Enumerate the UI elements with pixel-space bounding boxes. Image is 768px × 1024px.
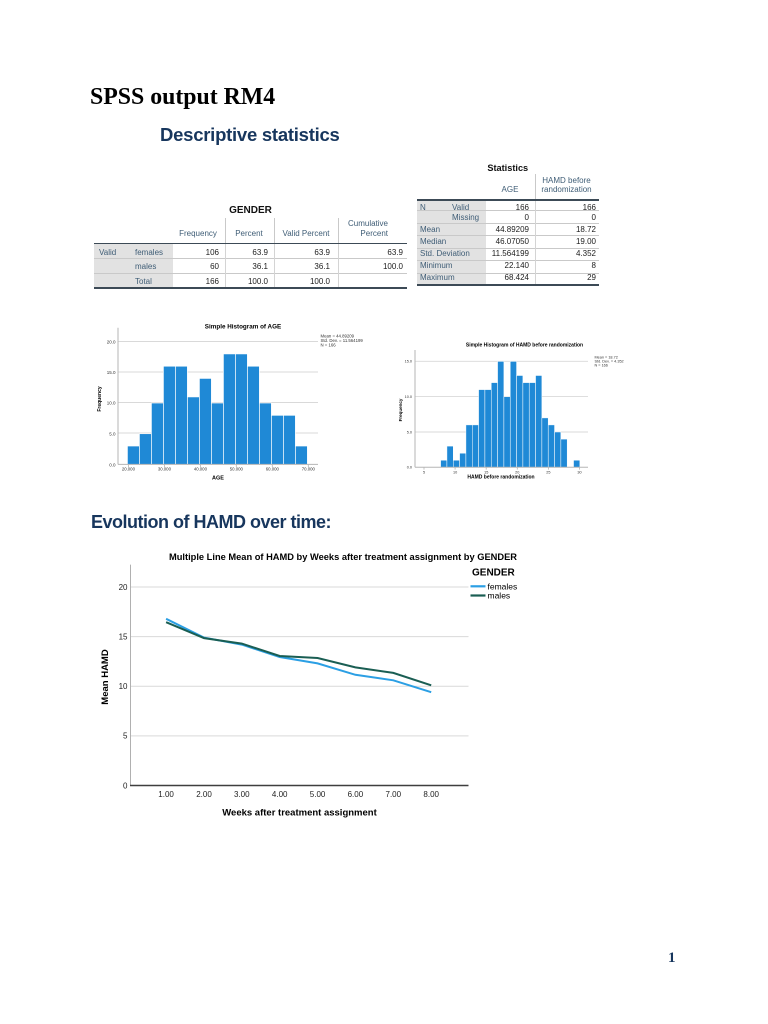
svg-text:Std. Dev. = 11.564199: Std. Dev. = 11.564199 xyxy=(321,338,364,343)
svg-text:2.00: 2.00 xyxy=(196,790,212,799)
svg-text:40.000: 40.000 xyxy=(194,467,208,472)
svg-text:60.000: 60.000 xyxy=(266,467,280,472)
svg-text:20: 20 xyxy=(515,470,519,474)
svg-text:Simple Histogram of HAMD befor: Simple Histogram of HAMD before randomiz… xyxy=(466,343,583,349)
svg-text:Mean = 18.72: Mean = 18.72 xyxy=(595,356,618,360)
svg-text:4.00: 4.00 xyxy=(272,790,288,799)
svg-text:HAMD before randomization: HAMD before randomization xyxy=(467,475,534,481)
svg-text:1.00: 1.00 xyxy=(158,790,174,799)
svg-text:15.0: 15.0 xyxy=(405,360,412,364)
svg-text:Frequency: Frequency xyxy=(97,386,103,412)
svg-text:10: 10 xyxy=(453,470,457,474)
svg-text:7.00: 7.00 xyxy=(386,790,402,799)
svg-text:Simple Histogram of AGE: Simple Histogram of AGE xyxy=(205,324,281,331)
svg-text:5.0: 5.0 xyxy=(109,431,116,436)
svg-text:Mean HAMD: Mean HAMD xyxy=(100,649,111,705)
svg-text:10.0: 10.0 xyxy=(405,395,412,399)
svg-text:5.0: 5.0 xyxy=(407,430,412,434)
svg-text:25: 25 xyxy=(546,470,550,474)
svg-text:30.000: 30.000 xyxy=(158,467,172,472)
svg-text:Mean = 44.89209: Mean = 44.89209 xyxy=(321,334,355,339)
svg-text:15: 15 xyxy=(119,632,128,641)
svg-text:0.0: 0.0 xyxy=(109,462,116,467)
svg-text:8.00: 8.00 xyxy=(423,790,439,799)
svg-text:GENDER: GENDER xyxy=(472,568,516,579)
svg-text:30: 30 xyxy=(577,470,581,474)
svg-text:70.000: 70.000 xyxy=(302,467,316,472)
svg-text:5.00: 5.00 xyxy=(310,790,326,799)
svg-text:10: 10 xyxy=(119,682,128,691)
svg-text:N = 166: N = 166 xyxy=(595,364,608,368)
svg-text:20.000: 20.000 xyxy=(122,467,136,472)
svg-text:15.0: 15.0 xyxy=(107,370,116,375)
svg-text:0: 0 xyxy=(123,781,128,790)
svg-text:15: 15 xyxy=(484,470,488,474)
svg-text:10.0: 10.0 xyxy=(107,401,116,406)
svg-text:0.0: 0.0 xyxy=(407,466,412,470)
svg-text:N = 166: N = 166 xyxy=(321,343,337,348)
svg-text:20.0: 20.0 xyxy=(107,339,116,344)
svg-text:males: males xyxy=(488,591,511,601)
svg-text:Frequency: Frequency xyxy=(398,398,403,421)
svg-text:Weeks after treatment assignme: Weeks after treatment assignment xyxy=(222,808,377,819)
svg-text:5: 5 xyxy=(423,470,425,474)
svg-text:6.00: 6.00 xyxy=(348,790,364,799)
svg-text:AGE: AGE xyxy=(212,476,224,482)
svg-text:20: 20 xyxy=(119,583,128,592)
svg-text:3.00: 3.00 xyxy=(234,790,250,799)
svg-text:females: females xyxy=(488,581,518,591)
svg-text:50.000: 50.000 xyxy=(230,467,244,472)
svg-text:Multiple Line Mean of HAMD by: Multiple Line Mean of HAMD by Weeks afte… xyxy=(169,552,517,562)
svg-text:Std. Dev. = 4.352: Std. Dev. = 4.352 xyxy=(595,360,624,364)
svg-text:5: 5 xyxy=(123,732,128,741)
